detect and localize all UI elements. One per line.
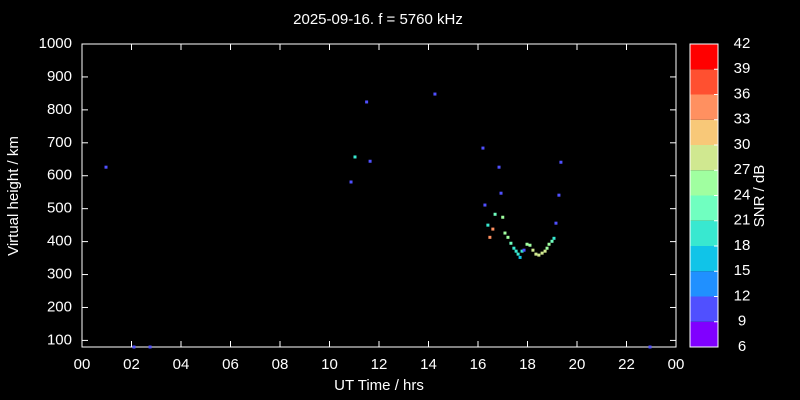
colorbar-tick-label: 24: [734, 186, 751, 203]
point: [506, 235, 510, 239]
x-tick-label: 04: [173, 356, 190, 373]
colorbar-bin: [690, 44, 718, 70]
colorbar-label: SNR / dB: [751, 165, 768, 228]
x-tick-label: 08: [272, 356, 289, 373]
y-tick-label: 600: [47, 167, 72, 184]
colorbar-bin: [690, 170, 718, 196]
colorbar-bin: [690, 321, 718, 347]
chart-title: 2025-09-16. f = 5760 kHz: [293, 11, 463, 28]
point: [550, 239, 554, 243]
x-tick-label: 10: [321, 356, 338, 373]
colorbar-bin: [690, 220, 718, 246]
colorbar-bin: [690, 119, 718, 145]
point: [491, 227, 495, 231]
point: [552, 236, 556, 240]
colorbar-bin: [690, 271, 718, 297]
x-tick-label: 18: [519, 356, 536, 373]
point: [528, 243, 532, 247]
colorbar-tick-label: 36: [734, 85, 751, 102]
point: [483, 203, 487, 207]
colorbar-tick-label: 27: [734, 161, 751, 178]
point: [520, 249, 524, 253]
plot-frame: [81, 43, 677, 348]
colorbar-tick-label: 39: [734, 60, 751, 77]
colorbar-tick-label: 30: [734, 136, 751, 153]
point: [499, 191, 503, 195]
y-tick-label: 500: [47, 200, 72, 217]
colorbar-tick-label: 6: [738, 338, 746, 355]
point: [522, 248, 526, 252]
y-tick-label: 900: [47, 68, 72, 85]
y-tick-label: 100: [47, 331, 72, 348]
point: [365, 100, 369, 104]
point: [148, 345, 152, 349]
colorbar-bin: [690, 145, 718, 171]
point: [501, 215, 505, 219]
y-axis-label: Virtual height / km: [5, 136, 22, 256]
y-tick-label: 200: [47, 298, 72, 315]
x-tick-label: 16: [470, 356, 487, 373]
point: [503, 231, 507, 235]
point: [516, 252, 520, 256]
colorbar-bin: [690, 195, 718, 221]
x-tick-label: 06: [222, 356, 239, 373]
point: [559, 160, 563, 164]
point: [497, 165, 501, 169]
colorbar-bin: [690, 69, 718, 95]
y-tick-label: 300: [47, 266, 72, 283]
y-tick-label: 700: [47, 134, 72, 151]
y-tick-label: 400: [47, 233, 72, 250]
colorbar-tick-label: 15: [734, 262, 751, 279]
point: [104, 165, 108, 169]
colorbar-bin: [690, 246, 718, 272]
point: [493, 212, 497, 216]
point: [509, 241, 513, 245]
point: [512, 246, 516, 250]
colorbar-bin: [690, 94, 718, 120]
colorbar-tick-label: 33: [734, 111, 751, 128]
x-tick-label: 12: [371, 356, 388, 373]
point: [349, 180, 353, 184]
colorbar-tick-label: 12: [734, 287, 751, 304]
x-tick-label: 00: [74, 356, 91, 373]
point: [488, 235, 492, 239]
x-tick-label: 22: [618, 356, 635, 373]
point: [540, 251, 544, 255]
point: [534, 252, 538, 256]
point: [537, 253, 541, 257]
point: [433, 92, 437, 96]
point: [531, 248, 535, 252]
point: [525, 242, 529, 246]
point: [545, 246, 549, 250]
point: [554, 221, 558, 225]
point: [547, 242, 551, 246]
colorbar-bin: [690, 296, 718, 322]
point: [514, 249, 518, 253]
x-tick-label: 14: [420, 356, 437, 373]
point: [486, 223, 490, 227]
x-tick-label: 02: [123, 356, 140, 373]
colorbar-tick-label: 21: [734, 212, 751, 229]
x-axis-label: UT Time / hrs: [334, 377, 424, 394]
point: [557, 193, 561, 197]
y-tick-label: 800: [47, 101, 72, 118]
x-tick-label: 00: [668, 356, 685, 373]
point: [368, 159, 372, 163]
y-tick-label: 1000: [39, 35, 72, 52]
colorbar-tick-label: 9: [738, 313, 746, 330]
point: [132, 345, 136, 349]
point: [481, 146, 485, 150]
point: [518, 255, 522, 259]
x-tick-label: 20: [569, 356, 586, 373]
point: [543, 249, 547, 253]
colorbar-tick-label: 18: [734, 237, 751, 254]
point: [648, 345, 652, 349]
colorbar-tick-label: 42: [734, 35, 751, 52]
point: [353, 155, 357, 159]
